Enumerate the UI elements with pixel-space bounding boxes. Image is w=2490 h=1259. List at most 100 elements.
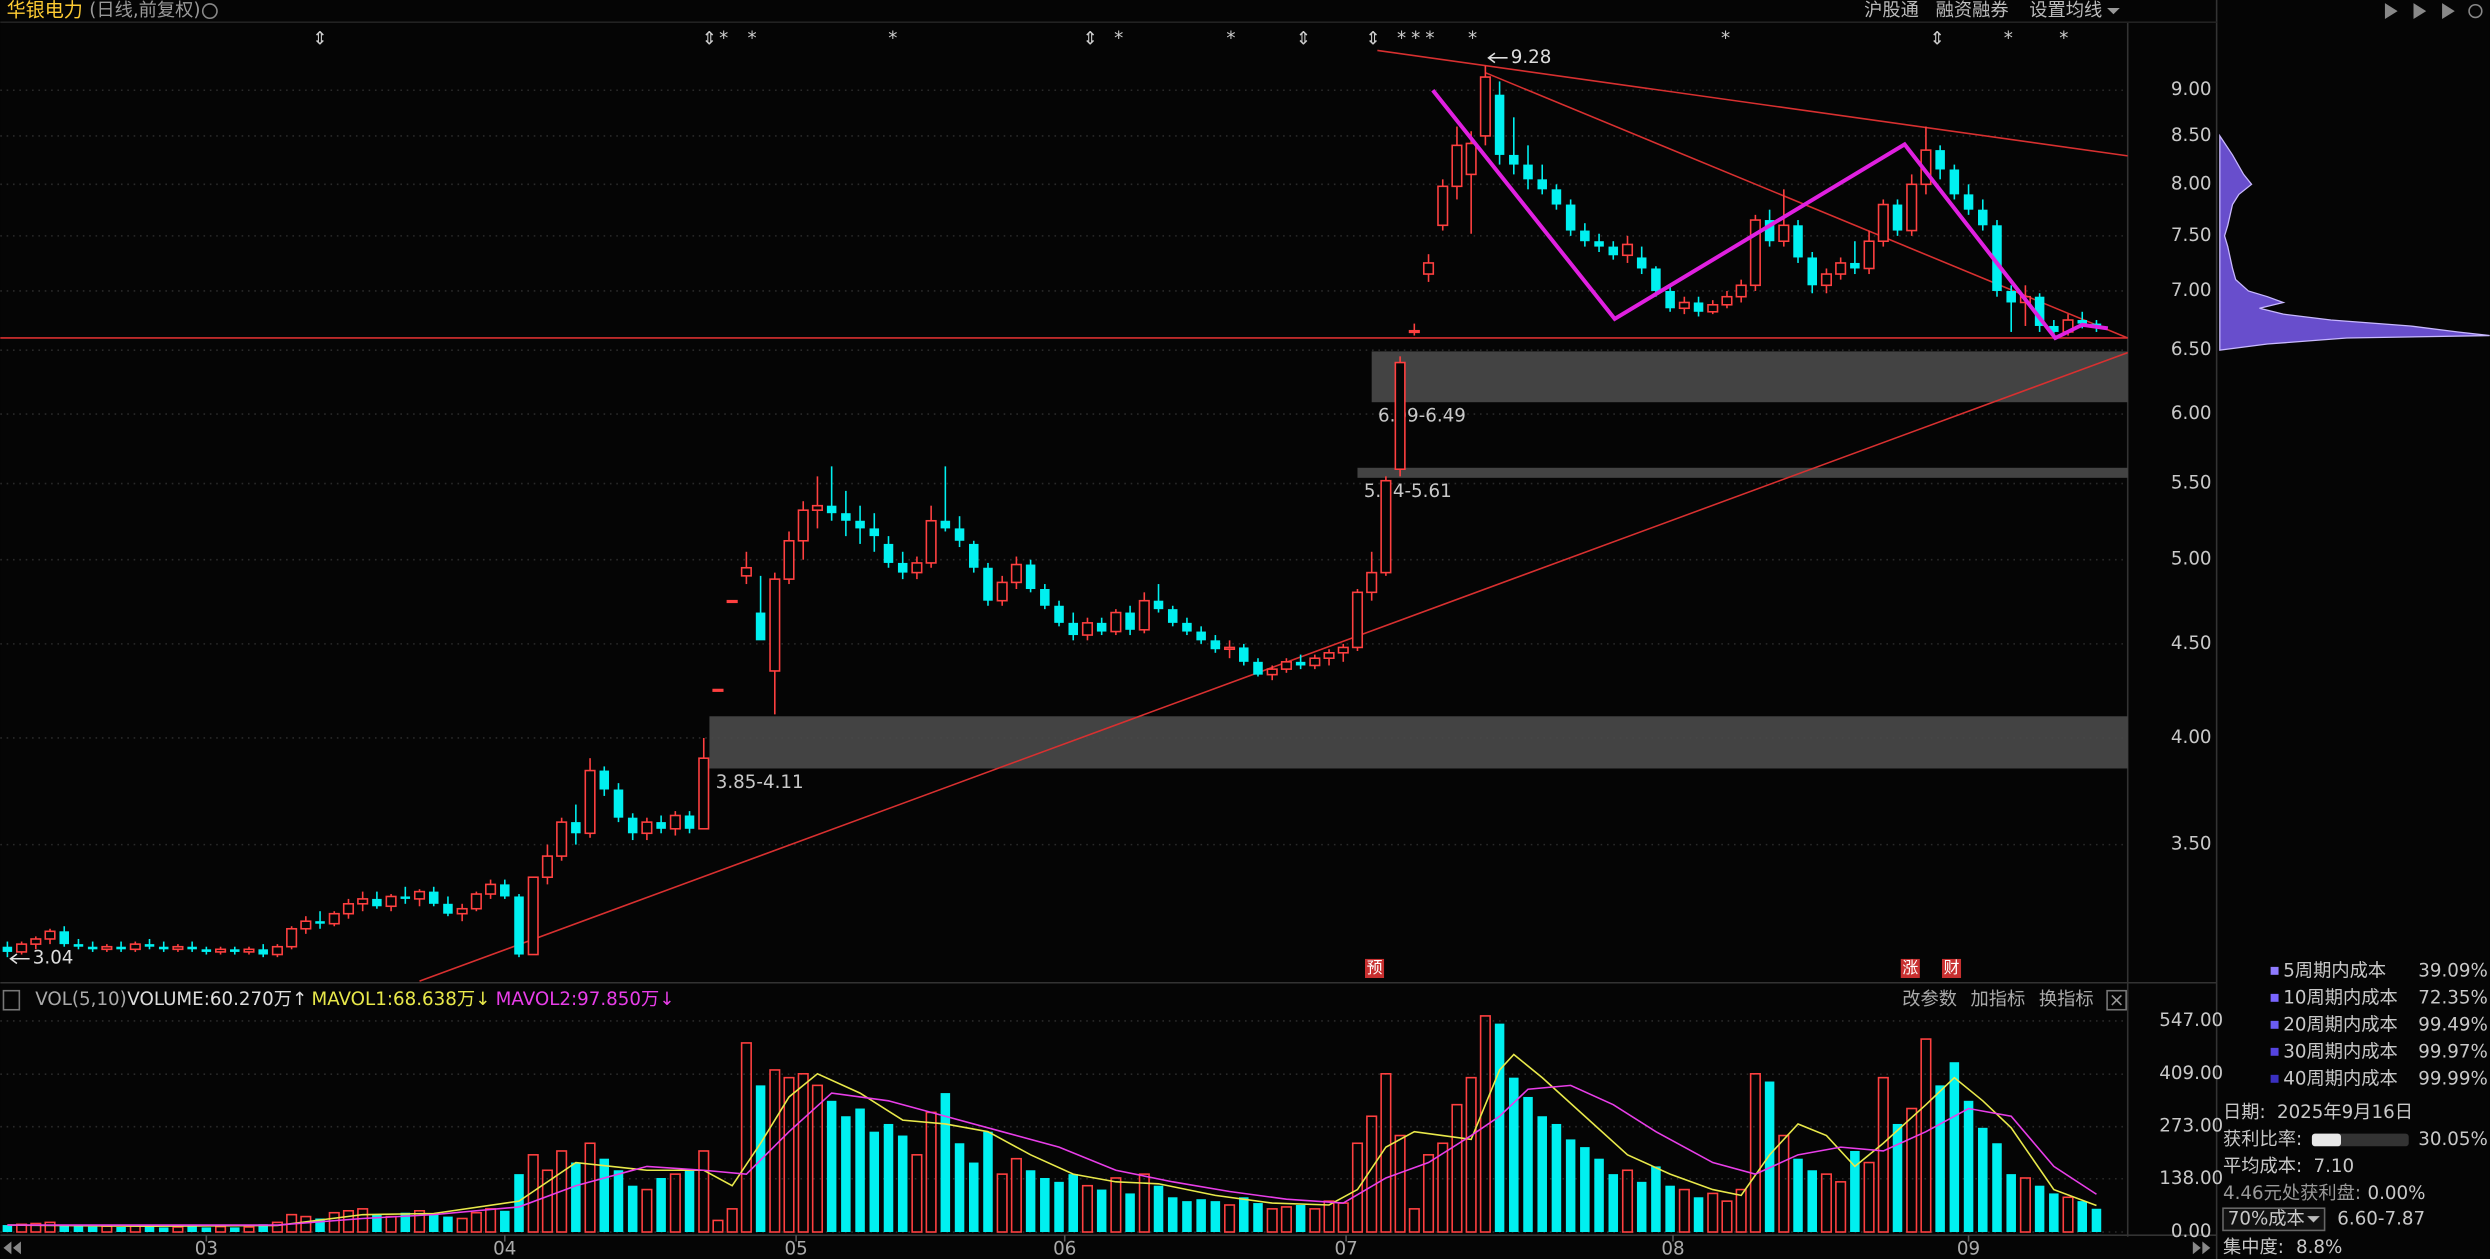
help-box[interactable] (2, 989, 21, 1011)
event-marker[interactable]: * (1114, 29, 1123, 50)
scroll-right[interactable] (2192, 1241, 2211, 1255)
event-marker[interactable]: * (1397, 29, 1406, 50)
candle-body (571, 822, 581, 834)
volume-bar (1594, 1158, 1604, 1233)
event-marker[interactable]: * (1425, 29, 1434, 50)
toolbar-icons[interactable] (2384, 3, 2455, 20)
select-arrow[interactable] (2307, 1216, 2320, 1223)
readout-arrow: ↓ (659, 989, 674, 1010)
candle-body (342, 903, 355, 915)
candle-body (1394, 361, 1406, 471)
candle-body (613, 789, 624, 818)
event-marker[interactable]: * (888, 29, 897, 50)
close-icon[interactable] (2111, 994, 2122, 1006)
event-tag[interactable] (1900, 958, 1920, 978)
event-marker[interactable]: * (1468, 29, 1477, 50)
volume-bar (1394, 1134, 1406, 1233)
event-marker[interactable]: ⇕ (1365, 29, 1380, 50)
candle-body (925, 519, 937, 564)
volume-bar (413, 1209, 426, 1233)
volume-bar (243, 1226, 255, 1233)
volume-bar (1651, 1166, 1661, 1233)
event-marker[interactable]: * (1411, 29, 1420, 50)
candle-body (1351, 591, 1364, 649)
event-marker[interactable]: * (2059, 29, 2068, 50)
annotation-arrow (1487, 52, 1508, 64)
event-tag-label[interactable]: 涨 (1902, 958, 1918, 977)
readout-name: MAVOL1: (311, 989, 393, 1010)
event-tag[interactable] (1941, 958, 1962, 978)
volume-bar (357, 1208, 369, 1233)
volume-bar (328, 1211, 340, 1233)
event-marker[interactable]: * (1721, 29, 1730, 50)
event-tag-label[interactable]: 预 (1367, 958, 1383, 977)
settings-icon[interactable] (201, 3, 218, 20)
candle-body (1721, 295, 1733, 306)
volume-bar (1636, 1181, 1647, 1233)
candle-body (16, 943, 28, 953)
volume-bar (1863, 1161, 1875, 1233)
scroll-left[interactable] (3, 1241, 21, 1255)
candle-body (1451, 144, 1463, 188)
volume-bar (1224, 1204, 1236, 1233)
candle-body (1182, 622, 1192, 632)
menu-item[interactable]: 设置均线 (2029, 0, 2102, 21)
candle-body (1323, 652, 1335, 660)
event-tag-label[interactable]: 财 (1944, 958, 1960, 977)
indicator-button[interactable]: 换指标 (2039, 989, 2094, 1010)
indicator-button[interactable]: 加指标 (1971, 989, 2026, 1010)
indicator-name: VOL(5,10) (35, 989, 127, 1010)
candle-body (712, 688, 724, 692)
candle-body (1523, 164, 1533, 180)
indicator-button[interactable]: 改参数 (1902, 989, 1957, 1010)
volume-bar (1295, 1204, 1306, 1233)
candle-body (1949, 169, 1960, 195)
readout-text: 97.850万 (577, 989, 659, 1010)
volume-bar (2034, 1185, 2045, 1233)
y-tick-label: 6.50 (2171, 339, 2212, 360)
event-marker[interactable]: * (2004, 29, 2013, 50)
event-marker[interactable]: ⇕ (312, 29, 327, 50)
candle-body (1778, 224, 1790, 243)
volume-bar (1665, 1185, 1675, 1233)
settings-icon[interactable] (2468, 3, 2483, 19)
candle-body (1877, 203, 1889, 243)
y-tick-label: 547.00 (2159, 1010, 2223, 1031)
candle-body (230, 949, 240, 952)
candle-body (1537, 179, 1547, 190)
candle-body (1239, 647, 1249, 662)
candle-body (187, 946, 197, 950)
menu-item[interactable]: 沪股通 (1864, 0, 1919, 21)
candle-body (1380, 479, 1392, 574)
candle-body (514, 896, 524, 955)
readout: MAVOL1:68.638万↓ (311, 989, 490, 1010)
menu-item[interactable]: 融资融券 (1936, 0, 2009, 21)
candle-body (1224, 646, 1236, 651)
volume-bar (826, 1100, 837, 1233)
event-marker[interactable]: ⇕ (1083, 29, 1098, 50)
close-box[interactable] (2106, 989, 2127, 1011)
volume-bar (1351, 1142, 1364, 1233)
event-marker[interactable]: ⇕ (702, 29, 717, 50)
readout-name: VOLUME: (127, 989, 210, 1010)
cost-select[interactable] (2222, 1207, 2326, 1232)
cost-select-label[interactable]: 70%成本 (2228, 1208, 2305, 1229)
event-tag[interactable] (1365, 958, 1385, 978)
event-marker[interactable]: * (719, 29, 728, 50)
candle-body (1580, 230, 1590, 242)
menu-arrow (2107, 7, 2120, 15)
volume-bar (1280, 1206, 1292, 1233)
volume-bar (897, 1135, 908, 1233)
chart-layer: 3.50 4.00 4.50 5.00 5.50 6.00 6.50 7.00 7.50 8.00… (0, 29, 2490, 1259)
volume-bar (230, 1227, 240, 1233)
volume-bar (187, 1226, 197, 1233)
event-marker[interactable]: ⇕ (1296, 29, 1311, 50)
event-marker[interactable]: * (1226, 29, 1235, 50)
candle-body (584, 769, 596, 835)
volume-bar (684, 1170, 695, 1233)
x-tick-label: 04 (493, 1238, 516, 1259)
event-marker[interactable]: * (748, 29, 757, 50)
event-marker[interactable]: ⇕ (1930, 29, 1945, 50)
volume-bar (1749, 1073, 1761, 1233)
